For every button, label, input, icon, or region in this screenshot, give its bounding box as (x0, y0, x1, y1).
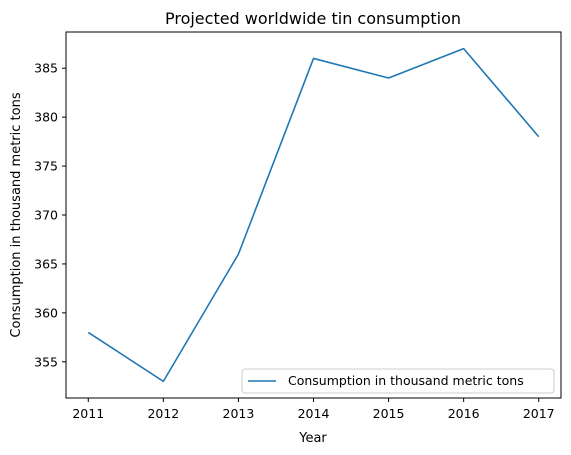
y-tick-label: 380 (34, 110, 58, 125)
x-tick-label: 2015 (373, 406, 405, 421)
y-tick-label: 365 (34, 256, 58, 271)
series-line-0 (87, 47, 540, 383)
x-tick-label: 2017 (523, 406, 555, 421)
y-axis: 355 360 365 370 375 380 385 (34, 61, 66, 369)
y-tick-label: 370 (34, 208, 58, 223)
y-axis-label: Consumption in thousand metric tons (9, 92, 24, 337)
x-tick-label: 2013 (223, 406, 255, 421)
y-tick-label: 360 (34, 305, 58, 320)
y-tick-label: 355 (34, 354, 58, 369)
x-tick-label: 2014 (298, 406, 330, 421)
legend-box (241, 368, 555, 394)
legend-label: Consumption in thousand metric tons (288, 373, 524, 388)
plot-area (87, 47, 540, 383)
legend: Consumption in thousand metric tons (241, 368, 555, 394)
y-tick-label: 385 (34, 61, 58, 76)
chart-title: Projected worldwide tin consumption (165, 9, 461, 28)
x-tick-label: 2011 (72, 406, 104, 421)
x-axis: 2011 2012 2013 2014 2015 2016 2017 (72, 398, 555, 421)
x-tick-label: 2016 (448, 406, 480, 421)
y-tick-label: 375 (34, 159, 58, 174)
plot-frame (65, 31, 562, 399)
x-tick-label: 2012 (147, 406, 179, 421)
x-axis-label: Year (298, 431, 327, 446)
